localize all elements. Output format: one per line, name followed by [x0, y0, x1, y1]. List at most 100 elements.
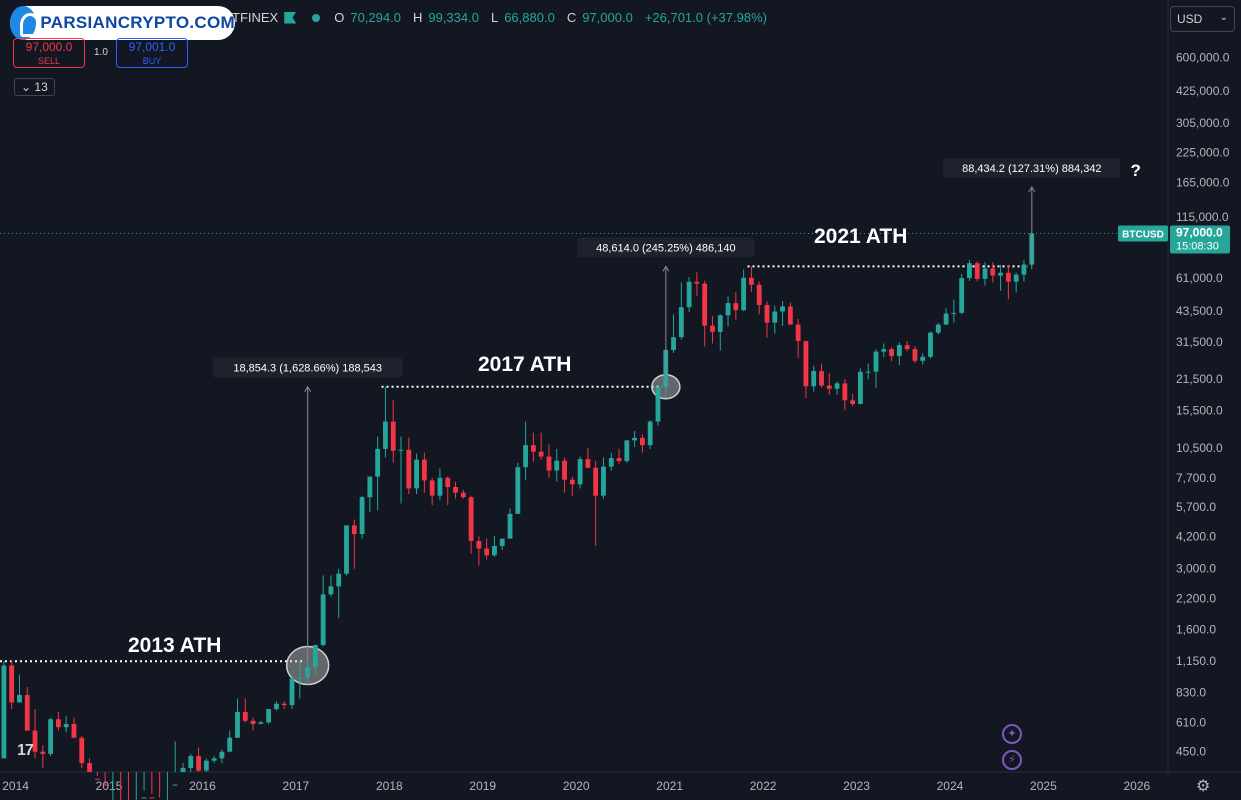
y-tick-label: 600,000.0: [1176, 51, 1230, 65]
candle-body: [974, 263, 980, 279]
candle-body: [227, 737, 233, 752]
candle-body: [94, 778, 100, 780]
candle-body: [717, 315, 723, 332]
y-tick-label: 21,500.0: [1176, 372, 1223, 386]
flag-icon[interactable]: [284, 11, 297, 24]
ath-label: 2021 ATH: [814, 225, 907, 248]
candle-body: [172, 784, 178, 786]
gear-icon[interactable]: ⚙: [1196, 778, 1211, 795]
indicator-count: 13: [34, 80, 48, 94]
x-tick-label: 2017: [283, 779, 310, 793]
candle-body: [9, 665, 15, 703]
y-tick-label: 2,200.0: [1176, 592, 1216, 606]
y-tick-label: 7,700.0: [1176, 471, 1216, 485]
change-value: +26,701.0 (+37.98%): [644, 10, 767, 25]
candle-body: [811, 371, 817, 387]
candle-body: [702, 283, 708, 326]
currency-value: USD: [1177, 12, 1203, 26]
candle-body: [281, 703, 287, 706]
candle-body: [554, 460, 560, 471]
y-tick-label: 425,000.0: [1176, 84, 1230, 98]
candle-body: [242, 711, 248, 721]
question-mark: ?: [1130, 161, 1140, 180]
tree-logo-icon: [10, 6, 41, 40]
y-tick-label: 4,200.0: [1176, 529, 1216, 543]
y-tick-label: 5,700.0: [1176, 500, 1216, 514]
y-tick-label: 830.0: [1176, 686, 1206, 700]
sell-price: 97,000.0: [25, 40, 73, 54]
candle-body: [912, 349, 918, 361]
candle-body: [834, 383, 840, 389]
candle-body: [266, 709, 272, 723]
measure-label-bg: [943, 158, 1121, 179]
buy-button[interactable]: 97,001.0 BUY: [116, 38, 188, 68]
candle-body: [515, 467, 521, 514]
candle-body: [608, 458, 614, 467]
price-tag-value: 97,000.0: [1176, 225, 1223, 239]
candle-body: [312, 645, 318, 668]
candle-body: [375, 448, 381, 477]
watermark-logo: PARSIANCRYPTO.COM: [10, 6, 235, 40]
candle-body: [569, 479, 575, 485]
candle-body: [87, 763, 92, 772]
candle-body: [32, 730, 38, 752]
candle-body: [990, 268, 996, 276]
measure-label-bg: [212, 357, 403, 378]
candle-body: [390, 421, 396, 451]
alerts-icon[interactable]: ⚡: [1002, 750, 1022, 770]
candle-body: [102, 784, 108, 786]
open-label: O: [334, 10, 345, 25]
candle-body: [351, 525, 357, 535]
candle-body: [383, 421, 388, 449]
y-tick-label: 1,600.0: [1176, 622, 1216, 636]
sell-button[interactable]: 97,000.0 SELL: [13, 38, 85, 68]
candle-body: [219, 751, 225, 759]
candle-body: [896, 345, 902, 357]
candle-body: [344, 525, 349, 574]
low-label: L: [490, 10, 499, 25]
candle-body: [858, 371, 863, 405]
candle-body: [710, 325, 715, 332]
candle-body: [274, 703, 279, 710]
candle-body: [1005, 272, 1011, 282]
candle-body: [819, 371, 824, 386]
candle-body: [320, 594, 326, 646]
exchange-name[interactable]: TFINEX: [232, 10, 279, 25]
y-tick-label: 1,150.0: [1176, 654, 1216, 668]
y-tick-label: 31,500.0: [1176, 335, 1223, 349]
candle-body: [71, 723, 77, 738]
candle-body: [772, 311, 778, 323]
indicators-toggle[interactable]: ⌄ 13: [14, 78, 55, 96]
currency-select[interactable]: USD ⌄: [1170, 6, 1235, 32]
candle-body: [748, 277, 754, 285]
candle-body: [998, 272, 1004, 276]
candle-body: [63, 723, 69, 728]
buy-price: 97,001.0: [128, 40, 176, 54]
x-tick-label: 2014: [2, 779, 29, 793]
high-label: H: [412, 10, 423, 25]
y-tick-label: 305,000.0: [1176, 116, 1230, 130]
candle-body: [616, 458, 622, 462]
candle-body: [141, 797, 147, 799]
candle-body: [429, 480, 435, 496]
candle-body: [367, 476, 373, 498]
candle-body: [492, 545, 497, 556]
close-value: 97,000.0: [582, 10, 633, 25]
tradingview-logo-icon[interactable]: 17: [17, 742, 34, 759]
candle-body: [881, 349, 887, 352]
candle-body: [398, 449, 404, 451]
candle-body: [258, 722, 264, 724]
candle-body: [639, 437, 645, 446]
candle-body: [585, 459, 591, 468]
ath-label: 2013 ATH: [128, 634, 221, 657]
candle-body: [476, 540, 482, 549]
candle-body: [17, 695, 22, 703]
candle-body: [55, 719, 61, 728]
y-tick-label: 115,000.0: [1176, 210, 1229, 224]
y-tick-label: 165,000.0: [1176, 175, 1230, 189]
candle-body: [935, 324, 941, 333]
close-label: C: [566, 10, 577, 25]
ai-assistant-icon[interactable]: ✦: [1002, 724, 1022, 744]
candle-body: [445, 477, 451, 488]
